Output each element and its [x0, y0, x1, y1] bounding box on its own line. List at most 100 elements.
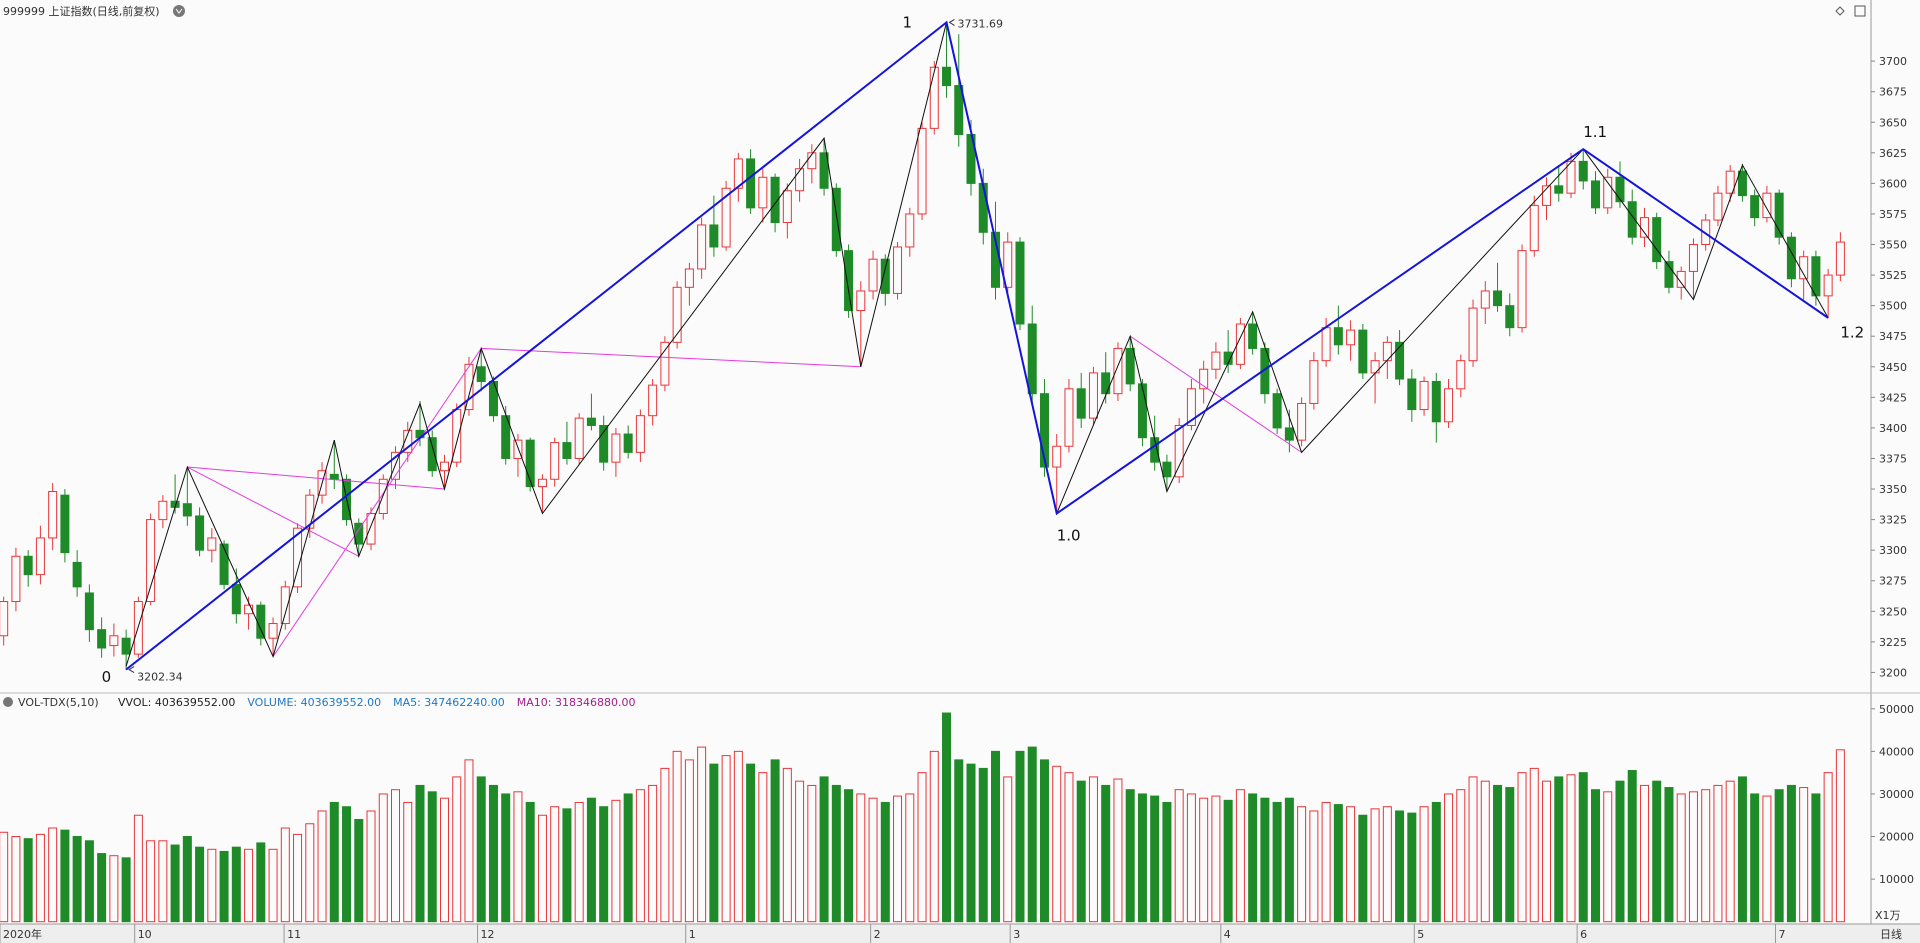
candle-body	[1639, 217, 1649, 238]
volume-bar	[1015, 750, 1025, 923]
volume-bar	[317, 810, 327, 923]
volume-bar	[354, 818, 364, 923]
candle-body	[550, 442, 560, 480]
candle-body	[1517, 250, 1527, 329]
volume-bar	[1750, 793, 1760, 923]
candle-body	[1554, 185, 1564, 194]
volume-legend-item: VVOL: 403639552.00	[118, 696, 235, 709]
candle-body	[1370, 360, 1380, 374]
y-tick-label: 3475	[1879, 330, 1907, 343]
volume-bar	[1664, 787, 1674, 923]
volume-tick-label: 40000	[1879, 745, 1914, 758]
volume-bar	[1199, 797, 1209, 923]
trend-line	[125, 22, 1829, 667]
candle-body	[929, 66, 939, 129]
volume-bar	[1811, 793, 1821, 923]
panel-icon[interactable]	[1854, 5, 1866, 17]
y-tick-label: 3675	[1879, 86, 1907, 99]
candle-body	[109, 635, 119, 647]
volume-bar	[648, 784, 658, 923]
candle-body	[868, 258, 878, 292]
candle-body	[746, 158, 756, 209]
volume-bar	[1052, 765, 1062, 923]
candle-body	[207, 537, 217, 551]
volume-bar	[1615, 780, 1625, 923]
volume-legend-item: VOLUME: 403639552.00	[247, 696, 381, 709]
y-tick-label: 3425	[1879, 391, 1907, 404]
candle-body	[84, 592, 94, 631]
y-tick-label: 3450	[1879, 361, 1907, 374]
volume-bar	[856, 793, 866, 923]
candle-body	[1615, 176, 1625, 203]
volume-bar	[746, 763, 756, 923]
diamond-icon[interactable]	[1835, 6, 1845, 16]
volume-bar	[831, 784, 841, 923]
candle-body	[537, 478, 547, 488]
volume-bar	[219, 850, 229, 923]
volume-bar	[1578, 772, 1588, 923]
candle-body	[1725, 170, 1735, 194]
candle-body	[1701, 219, 1711, 246]
volume-bar	[1358, 814, 1368, 923]
y-tick-label: 3500	[1879, 300, 1907, 313]
volume-bar	[1419, 806, 1429, 923]
volume-bar	[403, 801, 413, 923]
candle-body	[1039, 393, 1049, 468]
price-mark-label: 3731.69	[958, 17, 1004, 30]
y-tick-label: 3625	[1879, 147, 1907, 160]
y-tick-label: 3525	[1879, 269, 1907, 282]
date-label: 7	[1778, 928, 1785, 941]
volume-bar	[954, 759, 964, 923]
candle-body	[1027, 323, 1037, 395]
volume-bar	[1823, 772, 1833, 923]
volume-bar	[1835, 749, 1845, 923]
volume-menu-button[interactable]	[3, 697, 13, 707]
volume-bar	[917, 772, 927, 923]
volume-bar	[182, 836, 192, 923]
y-tick-label: 3325	[1879, 514, 1907, 527]
volume-bar	[1456, 789, 1466, 923]
volume-legend-item: MA10: 318346880.00	[517, 696, 636, 709]
candle-body	[329, 473, 339, 480]
title-menu-button[interactable]	[173, 5, 185, 17]
volume-bar	[23, 838, 33, 923]
pivot-label: 1	[902, 13, 912, 31]
candle-body	[905, 213, 915, 248]
candle-body	[831, 187, 841, 252]
volume-bar	[1260, 797, 1270, 923]
volume-bar	[1517, 772, 1527, 923]
candle-body	[942, 66, 952, 87]
volume-bar	[1395, 810, 1405, 923]
y-tick-label: 3700	[1879, 55, 1907, 68]
volume-bar	[807, 784, 817, 923]
candle-body	[807, 152, 817, 170]
candle-body	[648, 384, 658, 417]
candle-body	[844, 250, 854, 312]
date-label: 5	[1417, 928, 1424, 941]
volume-bar	[1529, 767, 1539, 923]
candle-body	[439, 461, 449, 472]
y-tick-label: 3550	[1879, 239, 1907, 252]
volume-bar	[1505, 787, 1515, 923]
volume-bar	[562, 808, 572, 923]
volume-bar	[391, 789, 401, 923]
candle-body	[709, 224, 719, 248]
volume-bar	[244, 848, 254, 923]
title-menu-icon	[175, 8, 183, 14]
volume-bar	[231, 846, 241, 923]
candle-body	[1174, 424, 1184, 478]
candle-body	[1211, 351, 1221, 370]
date-label: 11	[287, 928, 301, 941]
candle-body	[1750, 195, 1760, 219]
volume-bar	[819, 776, 829, 923]
volume-tick-label: 30000	[1879, 788, 1914, 801]
volume-bar	[84, 840, 94, 923]
volume-bar	[1542, 780, 1552, 923]
volume-bar	[537, 814, 547, 923]
trend-line	[125, 20, 1829, 671]
volume-bar	[990, 750, 1000, 923]
candle-body	[1333, 327, 1343, 346]
candle-body	[403, 429, 413, 453]
volume-bar	[1676, 793, 1686, 923]
volume-bar	[109, 855, 119, 923]
